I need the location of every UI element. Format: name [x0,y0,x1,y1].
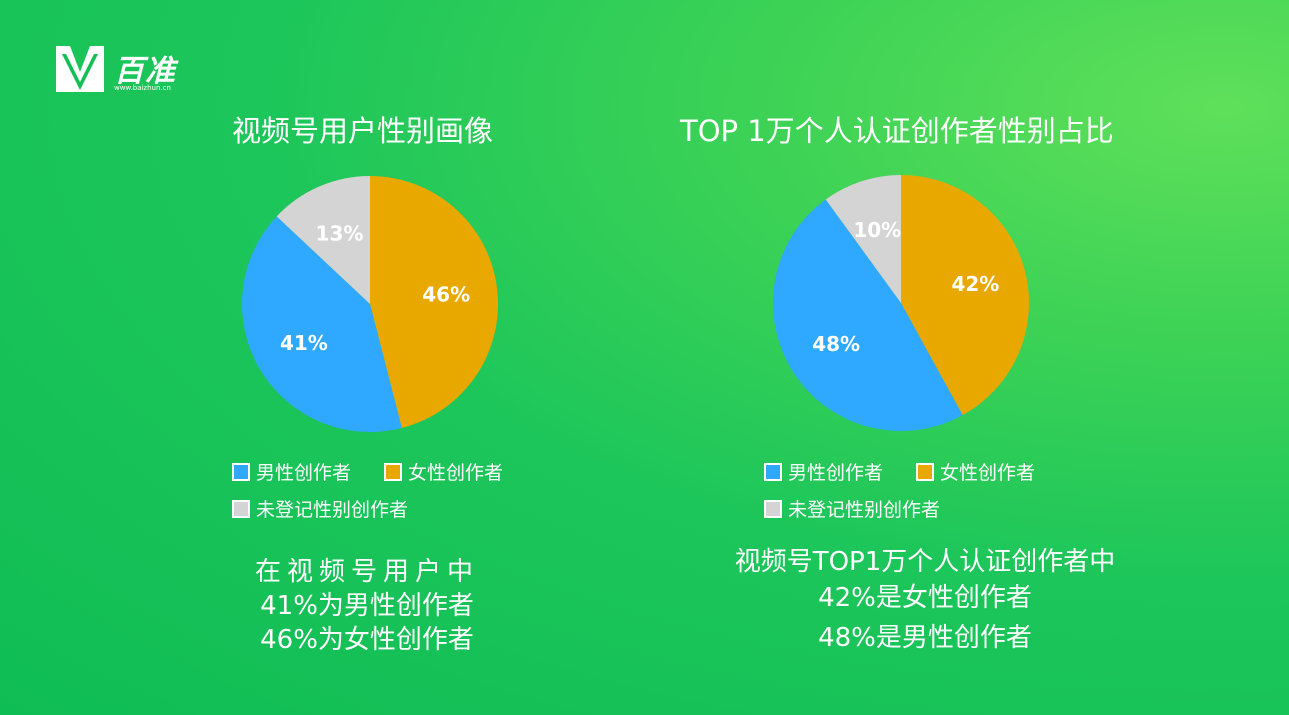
chart-panel-left: 视频号用户性别画像 46% 41% 13% 男性创作者 女性创作者 未登记性别创作者… [0,0,644,715]
legend-swatch [916,462,934,481]
legend-label: 未登记性别创作者 [788,499,941,521]
chart-panel-right: TOP 1万个人认证创作者性别占比 42% 48% 10% 男性创作者 女性创作者 … [530,0,1174,715]
summary-text: 在视频号用户中 41%为男性创作者 46%为女性创作者 [255,555,479,657]
logo-brand: 百准 [114,54,176,89]
legend-item-female: 女性创作者 [916,458,1035,485]
summary-text: 视频号TOP1万个人认证创作者中 42%是女性创作者 48%是男性创作者 [725,545,1125,655]
legend-swatch [764,462,782,481]
summary-line: 46%为女性创作者 [260,625,474,655]
legend-label: 男性创作者 [788,462,884,484]
legend-label: 男性创作者 [256,462,352,484]
slice-label: 10% [853,218,901,242]
logo-url: www.baizhun.cn [114,84,171,92]
legend-swatch [384,462,402,481]
summary-line: 41%为男性创作者 [260,591,474,621]
legend-item-male: 男性创作者 [232,458,351,485]
slice-label: 46% [422,282,470,306]
slice-label: 41% [280,331,328,355]
legend-swatch [232,462,250,481]
logo: 百准 www.baizhun.cn [56,46,196,98]
slice-male [242,216,402,432]
legend-swatch [764,499,782,518]
slice-label: 13% [316,222,364,246]
slice-female [901,175,1029,416]
logo-mark-icon [56,46,104,92]
pie-chart: 42% 48% 10% [773,175,1029,431]
legend-label: 女性创作者 [408,462,504,484]
slice-male [773,199,963,431]
legend-item-unregistered: 未登记性别创作者 [232,495,408,522]
summary-line: 在视频号用户中 [255,557,480,587]
legend-item-male: 男性创作者 [764,458,883,485]
pie-chart: 46% 41% 13% [242,176,498,432]
legend-label: 未登记性别创作者 [256,499,409,521]
summary-line: 48%是男性创作者 [818,623,1032,653]
chart-title: TOP 1万个人认证创作者性别占比 [680,114,1114,148]
legend-swatch [232,499,250,518]
summary-line: 视频号TOP1万个人认证创作者中 [734,547,1116,577]
legend-item-unregistered: 未登记性别创作者 [764,495,940,522]
slice-unregistered [825,175,901,303]
slice-label: 42% [951,272,999,296]
slice-label: 48% [812,332,860,356]
legend-item-female: 女性创作者 [384,458,503,485]
slice-female [370,176,498,428]
summary-line: 42%是女性创作者 [818,583,1032,613]
chart-title: 视频号用户性别画像 [232,114,494,148]
slice-unregistered [276,176,370,304]
legend-label: 女性创作者 [940,462,1036,484]
